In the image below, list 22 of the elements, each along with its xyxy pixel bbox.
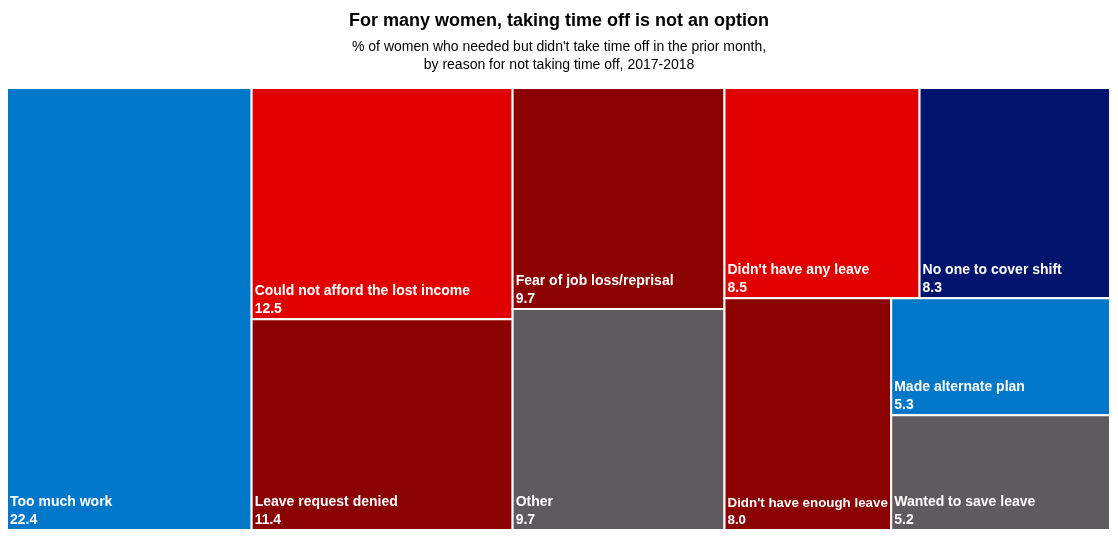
category-label: Wanted to save leave xyxy=(894,492,1036,509)
data-label: 5.3 xyxy=(894,396,914,413)
text: % of women who needed but didn't take time off in the prior month, by reason for not taking time off, 2017-2018 xyxy=(352,38,767,73)
data-label: 9.7 xyxy=(515,511,536,527)
category-label: Other xyxy=(515,492,554,509)
data-label: 9.7 xyxy=(515,290,536,306)
category-label: Didn't have enough leave xyxy=(727,494,888,510)
data-label: 8.5 xyxy=(727,279,748,296)
category-label: Too much work xyxy=(10,492,113,509)
category-label: Fear of job loss/reprisal xyxy=(515,271,674,288)
data-label: 8.0 xyxy=(727,512,747,528)
data-label: 11.4 xyxy=(254,511,282,527)
category-label: Leave request denied xyxy=(254,492,398,509)
category-label: No one to cover shift xyxy=(922,261,1063,278)
text: For many women, taking time off is not an option xyxy=(349,10,770,30)
data-label: 22.4 xyxy=(10,511,38,527)
data-label: 12.5 xyxy=(254,300,283,317)
category-label: Didn't have any leave xyxy=(727,261,870,278)
category-label: Could not afford the lost income xyxy=(254,281,471,298)
data-label: 5.2 xyxy=(894,511,914,527)
category-label: Made alternate plan xyxy=(894,378,1025,395)
data-label: 8.3 xyxy=(922,279,943,296)
